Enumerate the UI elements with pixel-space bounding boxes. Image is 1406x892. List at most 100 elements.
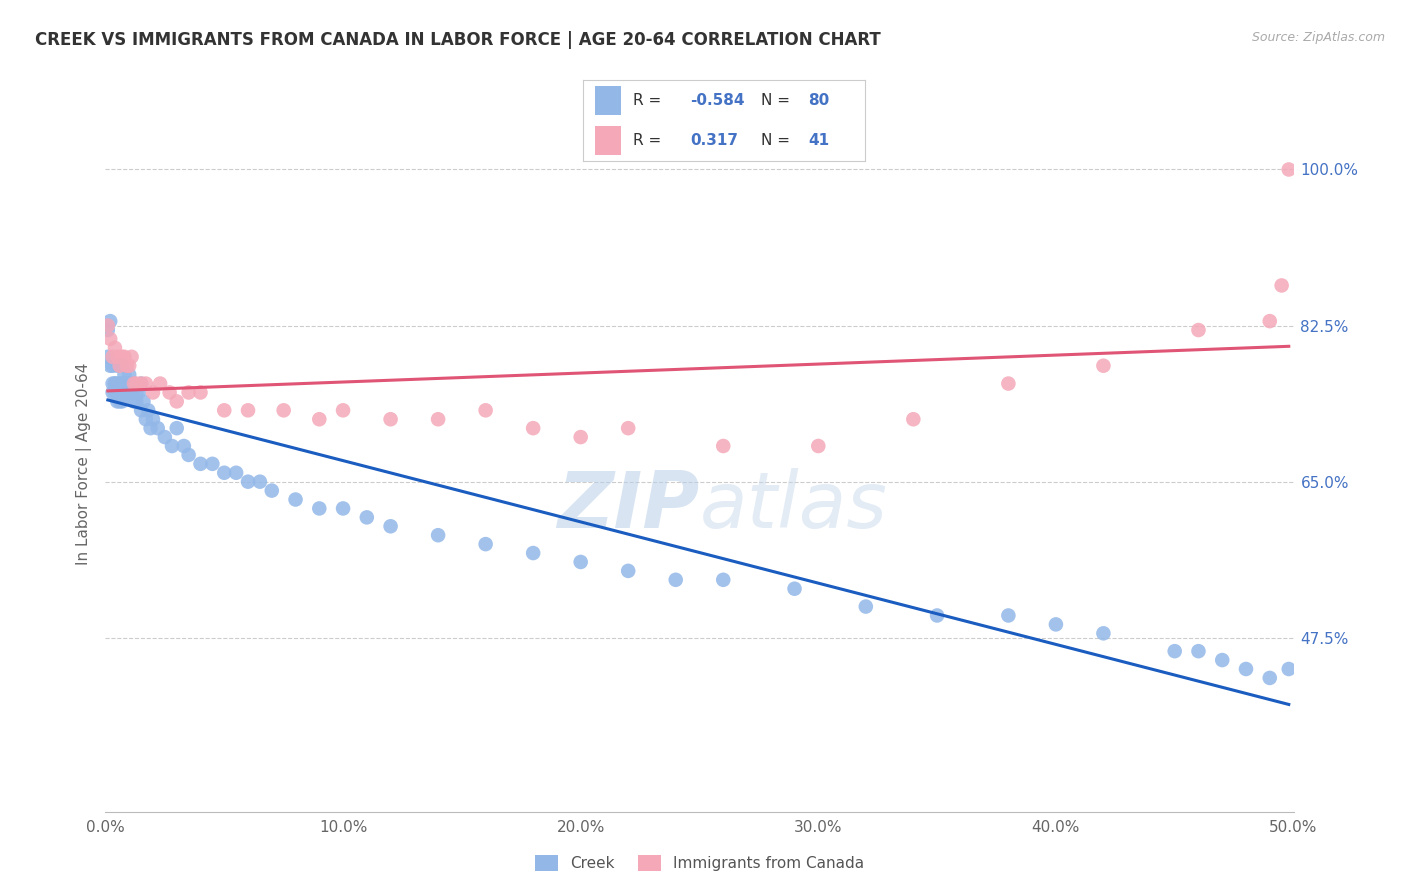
Point [105, 394, 128, 409]
Point [118, 376, 141, 391]
Point [236, 475, 259, 489]
Point [101, 359, 124, 373]
Point [98, 359, 121, 373]
Point [1271, 278, 1294, 293]
Text: 41: 41 [808, 133, 830, 148]
Point [98, 332, 121, 346]
Point [129, 403, 152, 417]
Point [108, 359, 131, 373]
Point [111, 394, 134, 409]
Point [569, 430, 592, 444]
Point [111, 376, 134, 391]
Point [125, 394, 148, 409]
Point [108, 385, 131, 400]
Point [925, 608, 948, 623]
Text: atlas: atlas [700, 467, 887, 543]
Point [122, 376, 145, 391]
Point [121, 385, 143, 400]
Point [474, 537, 496, 551]
Point [121, 376, 143, 391]
Text: ZIP: ZIP [557, 467, 700, 543]
Point [101, 385, 124, 400]
Point [214, 403, 236, 417]
Point [105, 376, 128, 391]
Point [249, 475, 271, 489]
Point [711, 573, 734, 587]
Point [111, 350, 134, 364]
Point [427, 412, 450, 426]
Point [1258, 671, 1281, 685]
Point [114, 385, 136, 400]
Point [308, 501, 330, 516]
Point [105, 350, 128, 364]
Point [273, 403, 295, 417]
Point [105, 385, 128, 400]
Text: CREEK VS IMMIGRANTS FROM CANADA IN LABOR FORCE | AGE 20-64 CORRELATION CHART: CREEK VS IMMIGRANTS FROM CANADA IN LABOR… [35, 31, 882, 49]
Point [132, 394, 155, 409]
Point [166, 394, 188, 409]
Point [166, 421, 188, 435]
Point [153, 430, 176, 444]
Point [214, 466, 236, 480]
Bar [595, 86, 621, 115]
Point [122, 376, 145, 391]
Point [1164, 644, 1187, 658]
Point [201, 457, 224, 471]
Point [108, 394, 131, 409]
Legend: Creek, Immigrants from Canada: Creek, Immigrants from Canada [529, 849, 870, 877]
Text: R =: R = [633, 133, 666, 148]
Point [159, 385, 181, 400]
Point [855, 599, 877, 614]
Point [1187, 644, 1209, 658]
Point [114, 350, 136, 364]
Point [807, 439, 830, 453]
Point [190, 457, 212, 471]
Point [1211, 653, 1233, 667]
Text: 80: 80 [808, 93, 830, 108]
Point [427, 528, 450, 542]
Point [142, 385, 165, 400]
Point [136, 403, 159, 417]
Point [665, 573, 688, 587]
Point [225, 466, 247, 480]
Point [114, 368, 136, 382]
Point [115, 385, 138, 400]
Point [380, 519, 402, 533]
Point [101, 350, 124, 364]
Point [160, 439, 183, 453]
Point [111, 359, 134, 373]
Point [118, 359, 141, 373]
Point [711, 439, 734, 453]
Point [108, 376, 131, 391]
Point [97, 350, 120, 364]
Point [1092, 626, 1115, 640]
Point [997, 608, 1019, 623]
Point [522, 546, 544, 560]
Text: R =: R = [633, 93, 666, 108]
Point [98, 314, 121, 328]
Point [101, 376, 124, 391]
Point [569, 555, 592, 569]
Point [121, 350, 143, 364]
Point [1258, 314, 1281, 328]
Point [997, 376, 1019, 391]
Text: N =: N = [761, 93, 794, 108]
Point [177, 448, 200, 462]
Point [356, 510, 378, 524]
Point [125, 376, 148, 391]
Point [128, 385, 150, 400]
Point [118, 368, 141, 382]
Point [1278, 162, 1301, 177]
Bar [595, 126, 621, 155]
Point [783, 582, 806, 596]
Text: Source: ZipAtlas.com: Source: ZipAtlas.com [1251, 31, 1385, 45]
Point [149, 376, 172, 391]
Text: N =: N = [761, 133, 794, 148]
Point [104, 376, 127, 391]
Point [139, 421, 162, 435]
Point [236, 403, 259, 417]
Point [125, 385, 148, 400]
Point [617, 564, 640, 578]
Point [146, 421, 169, 435]
Point [142, 412, 165, 426]
